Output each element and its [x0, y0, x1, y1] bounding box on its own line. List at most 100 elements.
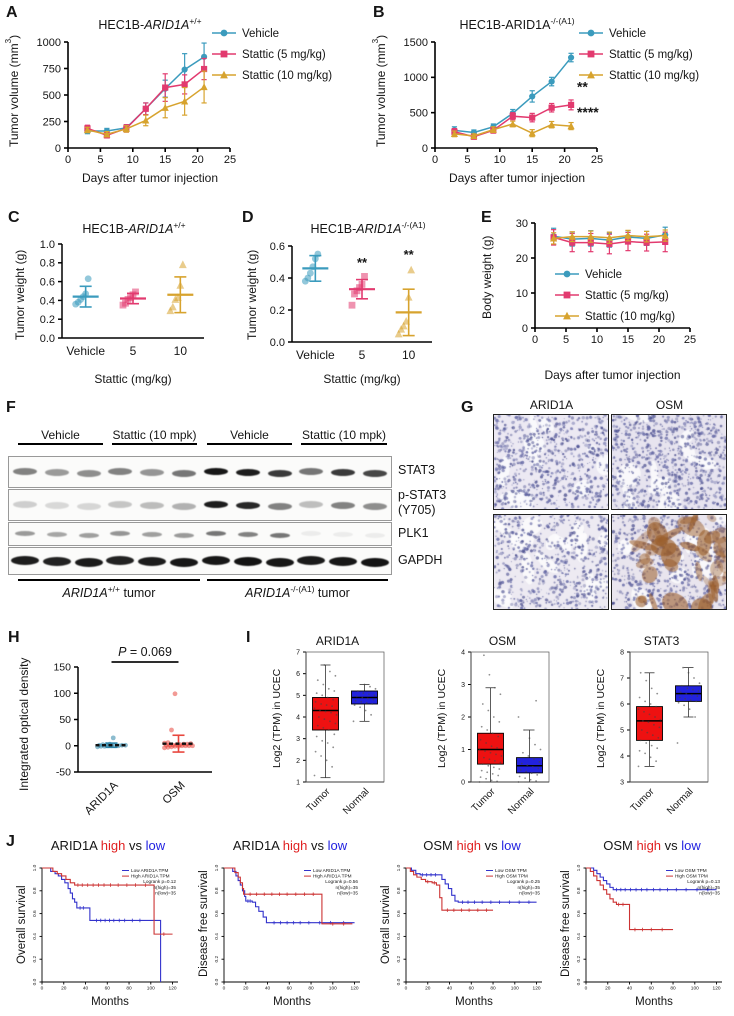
svg-text:15: 15 [622, 334, 634, 346]
svg-text:7: 7 [296, 649, 300, 656]
svg-text:Low OSM TPM: Low OSM TPM [675, 868, 707, 873]
svg-text:High ARID1A TPM: High ARID1A TPM [313, 874, 352, 879]
svg-text:Logrank p=0.56: Logrank p=0.56 [325, 879, 358, 884]
svg-text:20: 20 [558, 154, 570, 166]
svg-text:5: 5 [620, 727, 624, 734]
blot-band [108, 500, 133, 508]
svg-text:0: 0 [422, 143, 428, 155]
svg-text:20: 20 [605, 985, 611, 991]
svg-text:1.0: 1.0 [32, 864, 38, 871]
blot-band [267, 502, 292, 510]
svg-text:Logrank p=0.25: Logrank p=0.25 [507, 879, 540, 884]
svg-text:OSM: OSM [161, 780, 188, 807]
svg-text:0: 0 [41, 985, 44, 991]
svg-text:n(low)=35: n(low)=35 [337, 890, 358, 895]
blot-band [12, 467, 37, 475]
svg-text:Stattic (5 mg/kg): Stattic (5 mg/kg) [242, 49, 326, 61]
ihc-col-label-osm: OSM [655, 398, 684, 412]
svg-text:20: 20 [653, 334, 665, 346]
panel-a-title-gene: ARID1A [144, 18, 190, 33]
svg-text:60: 60 [469, 985, 475, 991]
panel-b-xlabel: Days after tumor injection [448, 171, 586, 185]
blot-strip-stat3 [8, 456, 392, 488]
svg-text:1.0: 1.0 [40, 239, 55, 251]
blot-label-plk1: PLK1 [398, 526, 429, 540]
svg-text:Normal: Normal [665, 786, 696, 817]
svg-text:0: 0 [532, 334, 538, 346]
blot-band [44, 468, 69, 476]
svg-text:5: 5 [464, 154, 470, 166]
svg-text:Tumor: Tumor [629, 786, 657, 814]
blot-band [42, 556, 71, 566]
svg-text:8: 8 [620, 649, 624, 656]
blot-strip-plk1 [8, 522, 392, 546]
blot-band [205, 530, 226, 536]
km-arid1a-dfs-xlabel: Months [273, 996, 311, 1008]
svg-text:1.0: 1.0 [576, 864, 582, 871]
svg-text:120: 120 [351, 985, 359, 991]
blot-band [331, 501, 356, 509]
svg-text:4: 4 [620, 753, 624, 760]
blot-bottom-label-knockout: ARID1A-/-(A1) tumor [207, 579, 388, 600]
svg-text:4: 4 [296, 714, 300, 721]
blot-band [233, 556, 262, 566]
blot-band [361, 557, 390, 567]
svg-text:120: 120 [169, 985, 177, 991]
panel-i: I ARID1A Log2 (TPM) in UCEC 1 2 3 4 5 6 7 Tumor… [238, 618, 734, 832]
blot-band [363, 502, 388, 510]
svg-text:150: 150 [53, 662, 71, 674]
svg-text:40: 40 [627, 985, 633, 991]
svg-text:3: 3 [296, 736, 300, 743]
panel-e: E Body weight (g) 0 10 20 30 0 5 10 15 20 25 Vehic… [473, 200, 734, 394]
svg-text:0: 0 [432, 154, 438, 166]
blot-band [142, 531, 163, 537]
blot-band [237, 531, 258, 537]
svg-text:60: 60 [649, 985, 655, 991]
svg-text:100: 100 [691, 985, 699, 991]
svg-text:10: 10 [494, 154, 506, 166]
blot-band [299, 467, 324, 475]
panel-f-letter: F [6, 399, 16, 416]
svg-text:1500: 1500 [404, 37, 428, 49]
blot-band [140, 501, 165, 509]
svg-text:5: 5 [563, 334, 569, 346]
ihc-image-osm-top [611, 414, 727, 510]
svg-text:25: 25 [591, 154, 603, 166]
ihc-image-arid1a-top [493, 414, 609, 510]
svg-text:20: 20 [425, 985, 431, 991]
panel-b-title-sup: -/-(A1) [550, 16, 575, 26]
svg-text:n(high)=35: n(high)=35 [697, 885, 720, 890]
blot-band [44, 501, 69, 509]
svg-text:15: 15 [159, 154, 171, 166]
svg-text:0: 0 [585, 985, 588, 991]
svg-text:Tumor: Tumor [305, 786, 333, 814]
panel-h-letter: H [8, 629, 20, 646]
svg-text:40: 40 [265, 985, 271, 991]
km-arid1a-os-title: ARID1A high vs low [50, 838, 166, 853]
svg-text:n(high)=35: n(high)=35 [517, 885, 540, 890]
svg-text:1.0: 1.0 [396, 864, 402, 871]
integrated-optical-density-chart: -50 0 50 100 150 ARID1A OSM P = 0.069 [53, 645, 212, 817]
svg-text:1: 1 [461, 747, 465, 754]
svg-text:Low OSM TPM: Low OSM TPM [495, 868, 527, 873]
svg-text:**: ** [577, 78, 588, 94]
panel-c: C HEC1B-ARID1A+/+ Tumor weight (g) 0.0 0.… [4, 200, 238, 394]
svg-text:0.0: 0.0 [270, 337, 285, 349]
svg-text:20: 20 [191, 154, 203, 166]
svg-text:Stattic (10 mg/kg): Stattic (10 mg/kg) [609, 70, 699, 82]
blot-band [269, 532, 290, 538]
svg-text:500: 500 [410, 108, 428, 120]
svg-text:Normal: Normal [341, 786, 372, 817]
svg-text:Vehicle: Vehicle [242, 28, 279, 40]
blot-band [301, 530, 322, 536]
svg-text:1000: 1000 [37, 37, 61, 49]
km-arid1a-os-chart: 0.0 0.2 0.4 0.6 0.8 1.0 0 20 40 60 80 100 120 Low ARI… [32, 864, 178, 991]
svg-text:5: 5 [296, 693, 300, 700]
blot-band [363, 469, 388, 477]
panel-d: D HEC1B-ARID1A-/-(A1) Tumor weight (g) 0… [238, 200, 475, 394]
panel-i-letter: I [246, 629, 251, 646]
svg-text:0.0: 0.0 [32, 978, 38, 985]
blot-label-pstat3: p-STAT3 [398, 488, 447, 502]
svg-text:0: 0 [65, 740, 71, 752]
svg-text:0.8: 0.8 [214, 887, 220, 894]
